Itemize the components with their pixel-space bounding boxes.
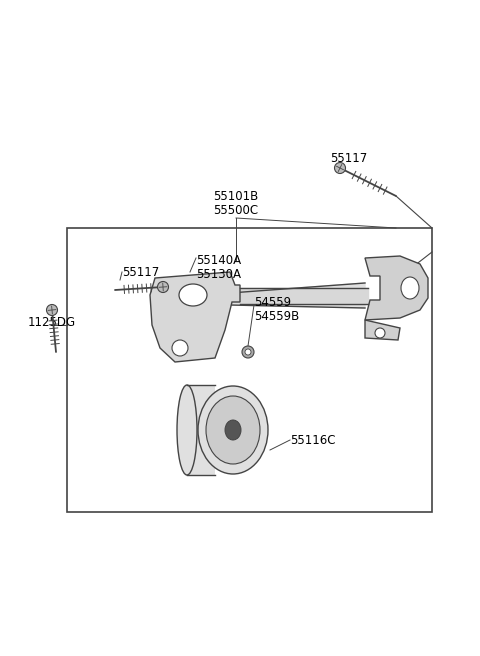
Ellipse shape (179, 284, 207, 306)
Ellipse shape (177, 385, 197, 475)
Text: 55101B: 55101B (214, 190, 259, 203)
Circle shape (47, 304, 58, 316)
Bar (67, 228, 432, 512)
Text: 1125DG: 1125DG (28, 316, 76, 329)
Polygon shape (230, 283, 365, 308)
Polygon shape (365, 320, 400, 340)
Text: 54559: 54559 (254, 295, 291, 308)
Polygon shape (150, 272, 240, 362)
Bar (187, 385, 215, 475)
Circle shape (242, 346, 254, 358)
Ellipse shape (206, 396, 260, 464)
Ellipse shape (401, 277, 419, 299)
Text: 55500C: 55500C (214, 203, 259, 216)
Circle shape (172, 340, 188, 356)
Circle shape (375, 328, 385, 338)
Text: 55117: 55117 (330, 152, 367, 165)
Circle shape (335, 163, 346, 173)
Ellipse shape (225, 420, 241, 440)
Circle shape (245, 349, 251, 355)
Circle shape (157, 281, 168, 293)
Text: 55117: 55117 (122, 266, 159, 279)
Text: 54559B: 54559B (254, 310, 299, 323)
Ellipse shape (198, 386, 268, 474)
Text: 55116C: 55116C (290, 434, 336, 447)
Text: 55130A: 55130A (196, 268, 241, 281)
Text: 55140A: 55140A (196, 253, 241, 266)
Polygon shape (365, 256, 428, 320)
